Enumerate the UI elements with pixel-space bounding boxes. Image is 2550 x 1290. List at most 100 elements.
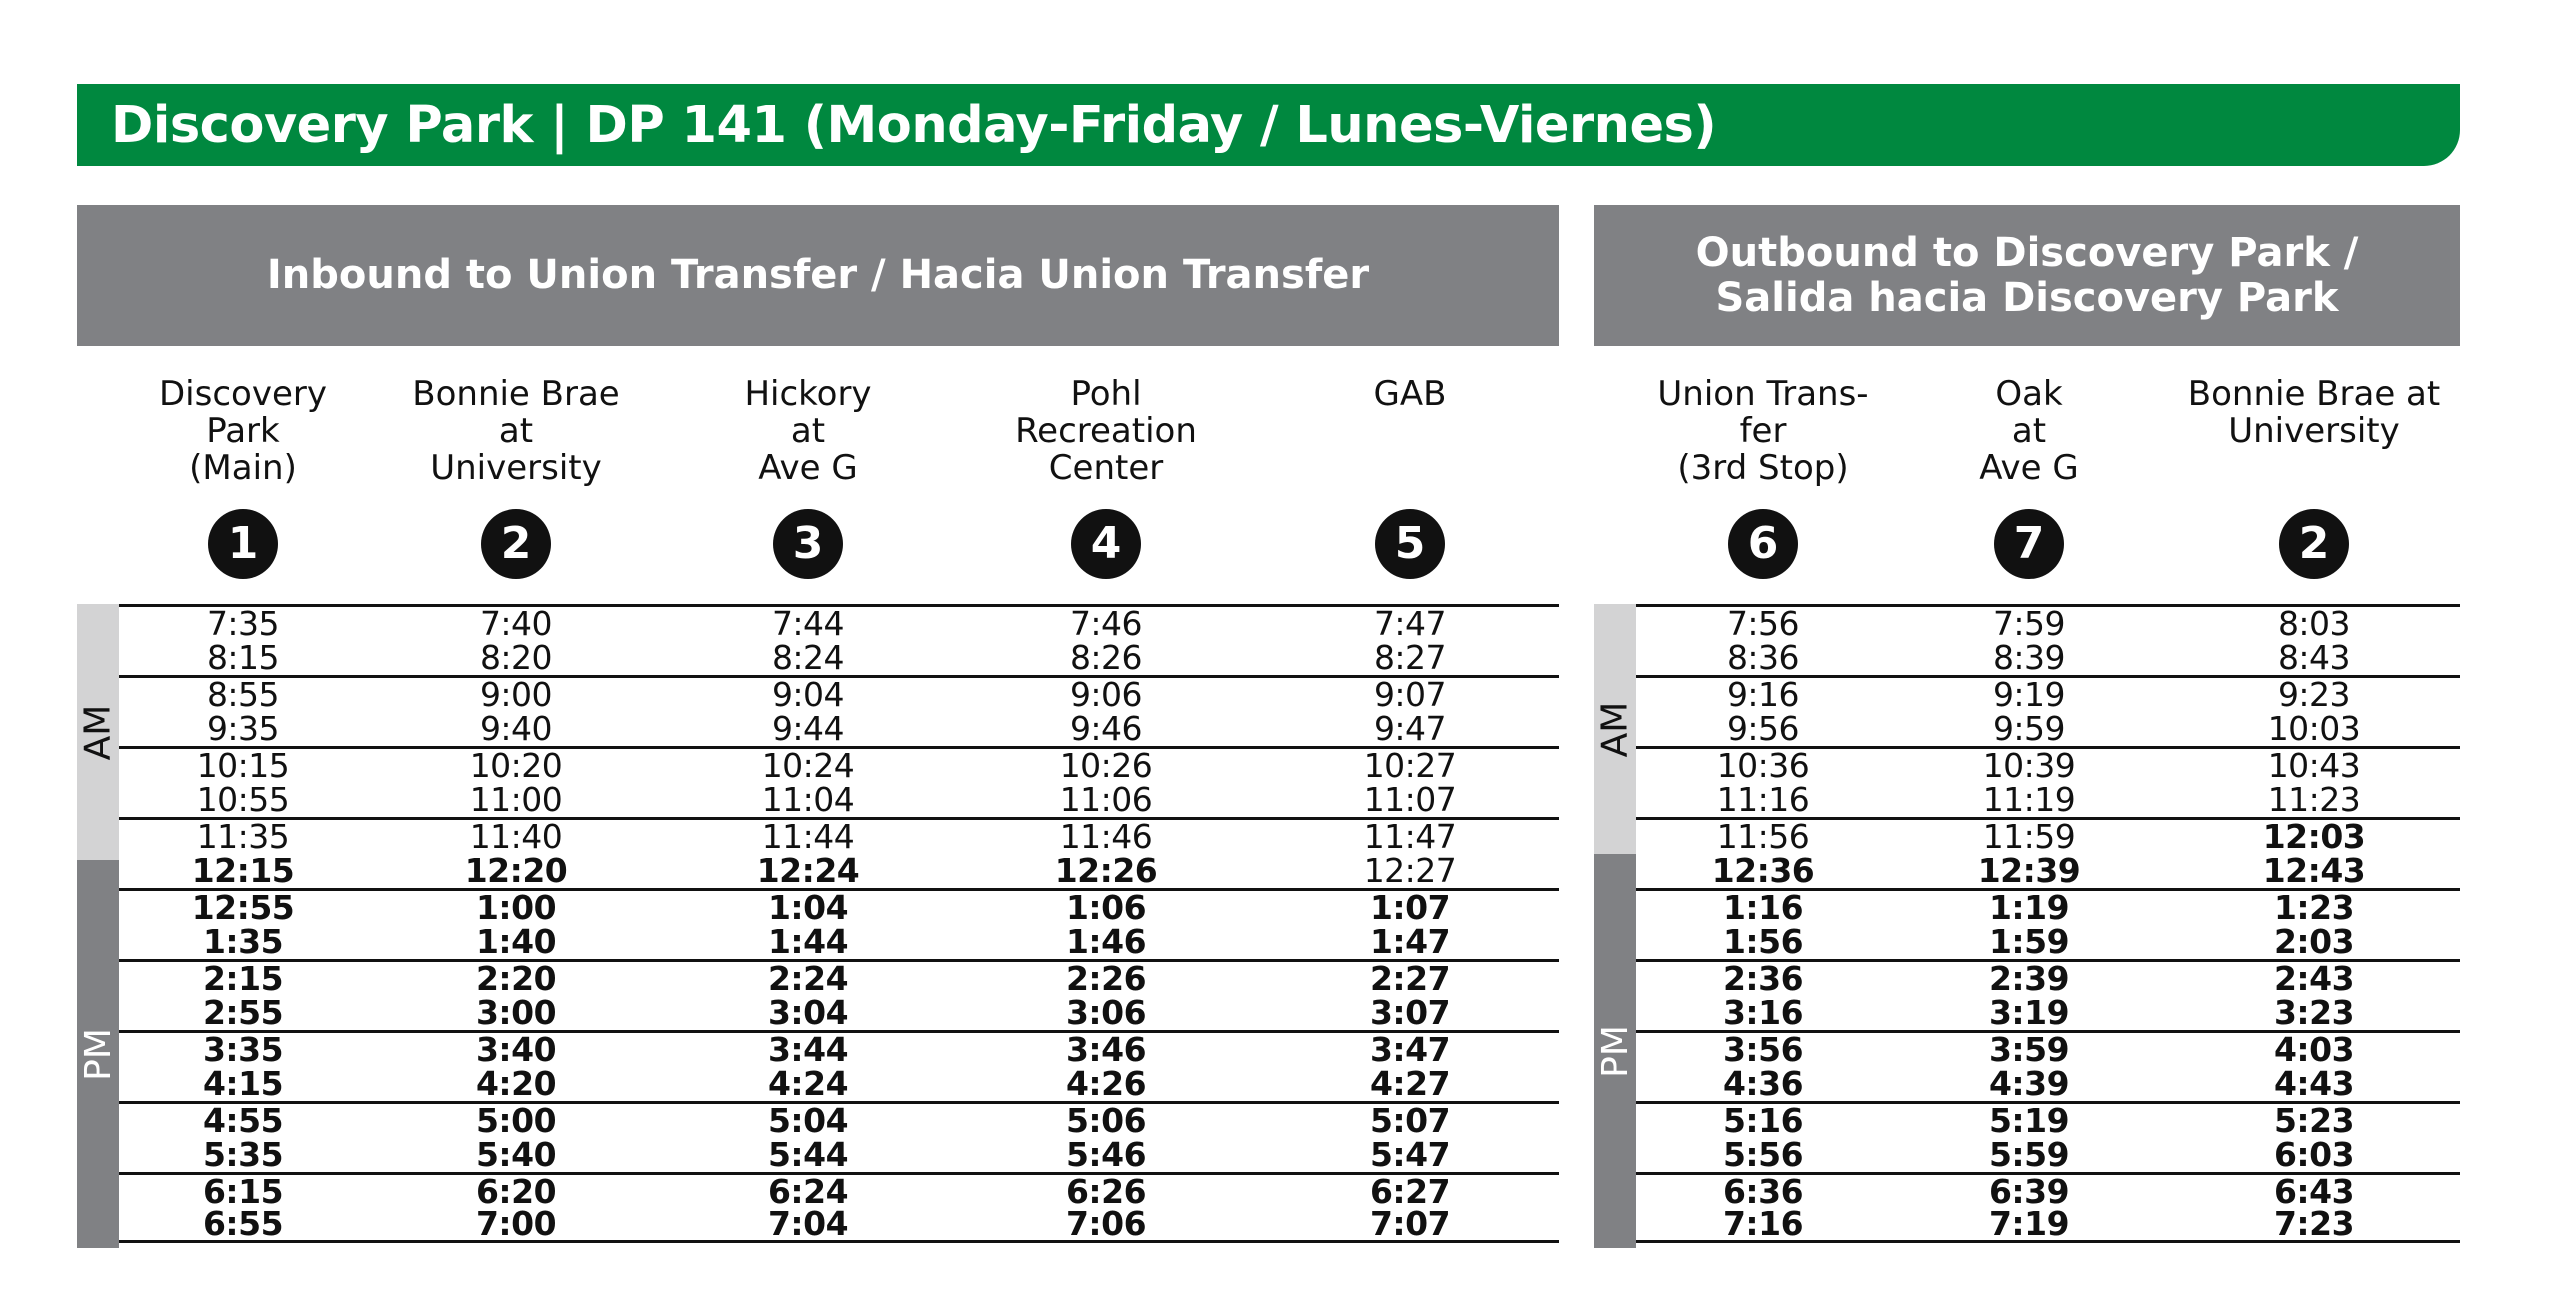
stop-column-header: Pohl Recreation Center 4 — [951, 346, 1261, 604]
departure-time: 4:55 — [202, 1100, 284, 1140]
departure-time: 4:03 — [2273, 1029, 2355, 1069]
table-row: 7:56 7:59 8:03 — [1636, 604, 2460, 640]
departure-time: 12:43 — [2262, 850, 2366, 890]
departure-time: 7:47 — [1373, 603, 1447, 643]
departure-time: 1:07 — [1369, 887, 1451, 927]
departure-time: 9:07 — [1373, 674, 1447, 714]
table-row: 5:16 5:19 5:23 — [1636, 1101, 2460, 1137]
outbound-rows: 7:56 7:59 8:03 8:36 8:39 8:43 9:16 9:19 9:23 9:56… — [1636, 604, 2460, 1243]
departure-time: 3:23 — [2273, 992, 2355, 1032]
am-label: AM — [1594, 701, 1636, 757]
departure-time: 7:16 — [1722, 1204, 1804, 1244]
pm-label: PM — [77, 1027, 119, 1081]
departure-time: 2:39 — [1988, 958, 2070, 998]
departure-time: 11:40 — [469, 816, 563, 856]
table-row: 9:56 9:59 10:03 — [1636, 711, 2460, 747]
am-period-bar: AM — [77, 604, 119, 860]
departure-time: 10:26 — [1059, 745, 1153, 785]
departure-time: 8:55 — [206, 674, 280, 714]
outbound-stops: Union Trans- fer (3rd Stop) 6 Oak at Ave… — [1594, 346, 2460, 604]
departure-time: 12:36 — [1711, 850, 1815, 890]
departure-time: 6:03 — [2273, 1134, 2355, 1174]
departure-time: 2:03 — [2273, 921, 2355, 961]
departure-time: 9:16 — [1726, 674, 1800, 714]
table-row: 12:36 12:39 12:43 — [1636, 853, 2460, 889]
departure-time: 1:46 — [1065, 921, 1147, 961]
departure-time: 6:26 — [1065, 1171, 1147, 1211]
stop-name: Pohl Recreation Center — [1015, 374, 1197, 488]
departure-time: 9:35 — [206, 708, 280, 748]
departure-time: 1:40 — [475, 921, 557, 961]
table-row: 9:35 9:40 9:44 9:46 9:47 — [119, 711, 1559, 747]
stop-name: Hickory at Ave G — [744, 374, 872, 488]
departure-time: 10:20 — [469, 745, 563, 785]
departure-time: 4:27 — [1369, 1063, 1451, 1103]
departure-time: 7:06 — [1065, 1204, 1147, 1244]
departure-time: 8:36 — [1726, 637, 1800, 677]
departure-time: 9:40 — [479, 708, 553, 748]
departure-time: 6:39 — [1988, 1171, 2070, 1211]
table-row: 4:55 5:00 5:04 5:06 5:07 — [119, 1101, 1559, 1137]
departure-time: 4:26 — [1065, 1063, 1147, 1103]
departure-time: 7:19 — [1988, 1204, 2070, 1244]
table-row: 4:36 4:39 4:43 — [1636, 1066, 2460, 1102]
inbound-heading: Inbound to Union Transfer / Hacia Union … — [77, 205, 1559, 346]
departure-time: 8:03 — [2277, 603, 2351, 643]
departure-time: 6:20 — [475, 1171, 557, 1211]
departure-time: 1:04 — [767, 887, 849, 927]
table-row: 6:36 6:39 6:43 — [1636, 1172, 2460, 1208]
departure-time: 6:55 — [202, 1204, 284, 1244]
table-row: 5:56 5:59 6:03 — [1636, 1137, 2460, 1173]
table-row: 3:16 3:19 3:23 — [1636, 995, 2460, 1031]
departure-time: 4:24 — [767, 1063, 849, 1103]
departure-time: 4:20 — [475, 1063, 557, 1103]
stop-number-badge: 5 — [1375, 509, 1445, 579]
stop-name: Bonnie Brae at University — [2187, 374, 2441, 451]
departure-time: 1:44 — [767, 921, 849, 961]
pm-period-bar: PM — [77, 860, 119, 1248]
departure-time: 11:07 — [1363, 779, 1457, 819]
departure-time: 12:55 — [191, 887, 295, 927]
departure-time: 1:23 — [2273, 887, 2355, 927]
departure-time: 3:47 — [1369, 1029, 1451, 1069]
departure-time: 1:35 — [202, 921, 284, 961]
table-row: 10:15 10:20 10:24 10:26 10:27 — [119, 746, 1559, 782]
stop-column-header: Hickory at Ave G 3 — [665, 346, 951, 604]
departure-time: 2:43 — [2273, 958, 2355, 998]
table-row: 10:55 11:00 11:04 11:06 11:07 — [119, 782, 1559, 818]
departure-time: 9:23 — [2277, 674, 2351, 714]
outbound-timetable: AM PM 7:56 7:59 8:03 8:36 8:39 8:43 9:16 9:19 9:… — [1594, 604, 2460, 1248]
departure-time: 10:39 — [1982, 745, 2076, 785]
stop-column-header: Bonnie Brae at University 2 — [367, 346, 665, 604]
departure-time: 5:04 — [767, 1100, 849, 1140]
stop-number-badge: 6 — [1728, 509, 1798, 579]
departure-time: 3:04 — [767, 992, 849, 1032]
departure-time: 11:16 — [1716, 779, 1810, 819]
departure-time: 7:00 — [475, 1204, 557, 1244]
departure-time: 10:55 — [196, 779, 290, 819]
stop-number-badge: 4 — [1071, 509, 1141, 579]
departure-time: 2:26 — [1065, 958, 1147, 998]
table-row: 2:15 2:20 2:24 2:26 2:27 — [119, 959, 1559, 995]
departure-time: 6:43 — [2273, 1171, 2355, 1211]
departure-time: 5:06 — [1065, 1100, 1147, 1140]
departure-time: 7:23 — [2273, 1204, 2355, 1244]
departure-time: 3:19 — [1988, 992, 2070, 1032]
departure-time: 7:56 — [1726, 603, 1800, 643]
departure-time: 11:47 — [1363, 816, 1457, 856]
departure-time: 4:36 — [1722, 1063, 1804, 1103]
departure-time: 2:20 — [475, 958, 557, 998]
table-row: 9:16 9:19 9:23 — [1636, 675, 2460, 711]
departure-time: 7:59 — [1992, 603, 2066, 643]
departure-time: 5:44 — [767, 1134, 849, 1174]
route-banner: Discovery Park | DP 141 (Monday-Friday /… — [77, 84, 2460, 166]
departure-time: 1:16 — [1722, 887, 1804, 927]
table-row: 6:55 7:00 7:04 7:06 7:07 — [119, 1204, 1559, 1244]
departure-time: 11:00 — [469, 779, 563, 819]
departure-time: 1:59 — [1988, 921, 2070, 961]
table-row: 1:16 1:19 1:23 — [1636, 888, 2460, 924]
table-row: 3:35 3:40 3:44 3:46 3:47 — [119, 1030, 1559, 1066]
departure-time: 5:16 — [1722, 1100, 1804, 1140]
departure-time: 9:59 — [1992, 708, 2066, 748]
departure-time: 3:59 — [1988, 1029, 2070, 1069]
